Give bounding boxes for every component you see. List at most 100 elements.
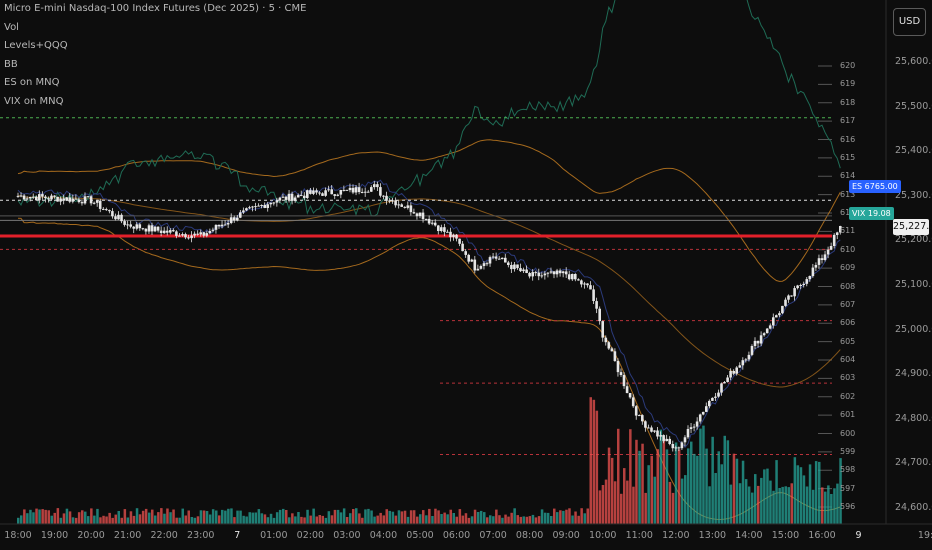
- volume-bar: [422, 510, 425, 524]
- candle-body: [306, 190, 309, 198]
- candle-body: [784, 299, 787, 306]
- candle-body: [309, 190, 312, 194]
- candle-body: [552, 271, 556, 275]
- volume-bar: [595, 410, 599, 524]
- volume-bar: [452, 513, 455, 524]
- candle-body: [832, 234, 836, 246]
- volume-bar: [114, 514, 117, 524]
- volume-bar: [495, 509, 498, 524]
- candle-body: [583, 283, 586, 285]
- volume-bar: [586, 508, 589, 524]
- volume-bar: [562, 510, 565, 524]
- volume-bar: [17, 517, 20, 524]
- candle-body: [287, 193, 291, 200]
- volume-bar: [339, 512, 343, 524]
- candle-body: [491, 256, 495, 258]
- legend-title[interactable]: Micro E-mini Nasdaq-100 Index Futures (D…: [4, 3, 307, 14]
- candle-body: [184, 234, 187, 238]
- candle-body: [820, 258, 824, 260]
- volume-bar: [178, 517, 181, 524]
- currency-button[interactable]: USD: [893, 8, 926, 36]
- volume-bar: [81, 510, 84, 524]
- volume-bar: [275, 512, 279, 524]
- volume-bar: [641, 443, 644, 524]
- volume-bar: [772, 490, 775, 524]
- legend-vol[interactable]: Vol: [4, 21, 19, 33]
- candle-body: [443, 227, 446, 232]
- candle-body: [720, 383, 723, 393]
- vix-series: [17, 0, 841, 217]
- time-tick-label: 22:00: [150, 530, 178, 541]
- volume-bar: [653, 476, 656, 524]
- volume-bar: [333, 509, 337, 524]
- volume-bar: [53, 512, 56, 524]
- volume-bar: [184, 515, 187, 524]
- candle-body: [440, 227, 443, 231]
- candle-body: [455, 234, 458, 239]
- candle-body: [59, 198, 62, 202]
- candle-body: [199, 232, 202, 235]
- price-tick-label: 25,300.00: [895, 189, 932, 201]
- volume-bar: [574, 511, 577, 524]
- volume-bar: [568, 508, 571, 524]
- volume-bar: [108, 512, 111, 524]
- legend-vix[interactable]: VIX on MNQ: [4, 95, 64, 107]
- volume-bar: [77, 512, 81, 524]
- candle-body: [379, 187, 382, 196]
- candle-body: [723, 382, 726, 384]
- volume-bar: [412, 510, 416, 524]
- candle-body: [65, 197, 68, 201]
- candle-body: [108, 210, 111, 212]
- volume-bar: [647, 465, 650, 524]
- candle-body: [504, 257, 507, 263]
- candle-body: [50, 195, 53, 200]
- volume-bar: [233, 517, 236, 524]
- volume-bar: [486, 517, 489, 524]
- volume-bar: [769, 480, 772, 524]
- candle-body: [641, 415, 644, 422]
- legend-bb[interactable]: BB: [4, 58, 18, 70]
- volume-bar: [479, 510, 483, 524]
- time-axis[interactable]: 18:00 19:00 20:00 21:00 22:00 23:00 7 01:00 02:0…: [0, 524, 932, 550]
- bb-upper: [17, 139, 841, 282]
- volume-bar: [720, 464, 723, 524]
- volume-bar: [559, 510, 562, 524]
- candle-body: [53, 195, 56, 197]
- volume-bar: [59, 517, 63, 524]
- candle-body: [732, 371, 735, 374]
- volume-bar: [224, 510, 227, 524]
- candle-body: [339, 190, 343, 195]
- volume-bar: [263, 514, 267, 524]
- candle-body: [555, 270, 559, 275]
- candle-body: [817, 258, 821, 265]
- candle-body: [601, 321, 604, 338]
- volume-bar: [324, 517, 328, 524]
- candle-body: [202, 232, 206, 236]
- volume-bar: [166, 508, 169, 524]
- legend-es[interactable]: ES on MNQ: [4, 77, 60, 88]
- volume-bar: [321, 515, 324, 524]
- candle-body: [540, 275, 544, 277]
- scale-tick-label: 615: [840, 152, 856, 162]
- candle-body: [531, 272, 534, 277]
- volume-bar: [620, 493, 623, 524]
- legend-levels[interactable]: Levels+QQQ: [4, 40, 68, 51]
- candle-body: [74, 198, 78, 200]
- volume-bar: [632, 486, 635, 524]
- volume-bar: [656, 449, 659, 524]
- candle-body: [528, 273, 531, 277]
- candles: [16, 181, 842, 452]
- volume-bar: [802, 475, 806, 524]
- volume-bar: [96, 508, 99, 524]
- volume-bar: [546, 512, 550, 524]
- candle-body: [248, 207, 251, 209]
- last-price-tag: 25,227.25: [893, 219, 932, 235]
- volume-bar: [361, 517, 364, 524]
- time-tick-label: 21:00: [113, 530, 142, 541]
- candle-body: [373, 184, 376, 188]
- candle-body: [567, 274, 571, 280]
- candle-body: [211, 229, 215, 231]
- candle-body: [759, 335, 763, 344]
- volume-bar: [787, 487, 790, 524]
